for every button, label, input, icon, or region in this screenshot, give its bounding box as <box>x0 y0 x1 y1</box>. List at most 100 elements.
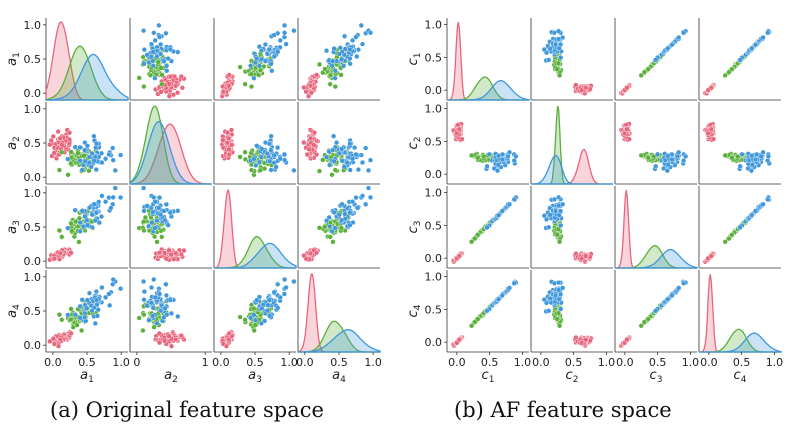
point-pink <box>228 127 235 133</box>
point-blue <box>653 57 659 63</box>
point-green <box>556 72 563 79</box>
point-blue <box>332 75 338 81</box>
point-blue <box>161 58 167 64</box>
point-blue <box>342 33 348 39</box>
point-pink <box>166 247 172 253</box>
point-blue <box>282 276 288 283</box>
kde-blue <box>615 248 698 269</box>
point-blue <box>112 167 118 174</box>
point-green <box>141 83 147 90</box>
point-green <box>159 72 165 78</box>
point-pink <box>306 93 312 99</box>
point-blue <box>65 312 71 318</box>
point-blue <box>151 30 157 36</box>
point-blue <box>96 220 103 226</box>
point-blue <box>546 308 552 314</box>
point-green <box>316 168 323 174</box>
point-blue <box>541 46 547 53</box>
point-blue <box>511 196 517 203</box>
point-blue <box>77 219 83 226</box>
point-blue <box>91 158 97 164</box>
point-blue <box>555 194 562 201</box>
point-green <box>76 239 82 245</box>
point-blue <box>547 295 553 302</box>
point-blue <box>359 159 366 166</box>
point-blue <box>354 53 360 60</box>
point-blue <box>141 278 147 285</box>
point-blue <box>148 54 154 60</box>
point-blue <box>291 167 297 174</box>
cell-1-4 <box>297 18 380 101</box>
point-green <box>56 167 63 173</box>
cell-1-3 <box>614 18 697 101</box>
kde-blue <box>699 332 782 353</box>
point-green <box>154 239 160 245</box>
point-blue <box>72 207 78 213</box>
point-blue <box>65 156 71 162</box>
point-blue <box>157 291 163 297</box>
point-blue <box>367 194 374 201</box>
y-tick-label: 0.0 <box>24 255 42 268</box>
point-blue <box>552 292 559 299</box>
point-blue <box>484 308 490 314</box>
point-blue <box>281 34 288 40</box>
point-blue <box>341 63 347 69</box>
point-blue <box>765 153 772 160</box>
point-pink <box>166 93 172 99</box>
point-blue <box>150 305 156 311</box>
point-blue <box>752 42 759 48</box>
point-pink <box>168 252 174 258</box>
point-blue <box>336 212 342 218</box>
point-blue <box>152 37 158 44</box>
cell-2-2 <box>530 102 613 185</box>
point-green <box>555 226 562 232</box>
point-blue <box>281 291 288 297</box>
point-green <box>147 72 154 78</box>
point-blue <box>262 41 269 48</box>
x-tick-label: 1.0 <box>280 356 298 369</box>
point-green <box>641 69 648 75</box>
point-pink <box>705 130 711 137</box>
point-blue <box>152 225 158 231</box>
cell-3-1: 0.0 0.5 1.0 c3 <box>406 186 529 269</box>
point-blue <box>748 168 755 174</box>
point-blue <box>339 56 345 62</box>
point-blue <box>749 45 755 52</box>
point-green <box>242 317 248 323</box>
point-blue <box>89 308 95 314</box>
point-blue <box>365 185 372 191</box>
point-blue <box>547 212 553 218</box>
point-green <box>469 323 475 329</box>
point-pink <box>51 256 58 262</box>
point-green <box>556 323 563 329</box>
point-blue <box>339 146 345 152</box>
point-pink <box>226 152 232 158</box>
point-pink <box>578 87 585 93</box>
point-green <box>322 224 328 230</box>
point-blue <box>262 58 269 64</box>
point-green <box>257 167 264 173</box>
point-blue <box>765 196 771 203</box>
point-green <box>338 72 344 78</box>
point-pink <box>57 336 63 343</box>
point-pink <box>311 130 318 136</box>
point-pink <box>66 130 73 136</box>
point-blue <box>162 217 168 223</box>
point-blue <box>65 225 71 231</box>
point-blue <box>275 145 281 151</box>
cell-2-1: 0.0 0.5 1.0 c2 <box>406 102 529 185</box>
point-blue <box>164 63 170 69</box>
kde-blue <box>45 53 129 101</box>
point-blue <box>268 147 274 153</box>
point-blue <box>324 48 330 54</box>
point-blue <box>484 224 490 230</box>
point-blue <box>496 153 502 159</box>
point-blue <box>327 223 333 230</box>
point-pink <box>314 152 320 158</box>
point-blue <box>251 75 257 81</box>
point-blue <box>258 48 265 54</box>
point-blue <box>141 61 147 67</box>
point-green <box>151 324 157 330</box>
kde-blue <box>298 329 381 353</box>
